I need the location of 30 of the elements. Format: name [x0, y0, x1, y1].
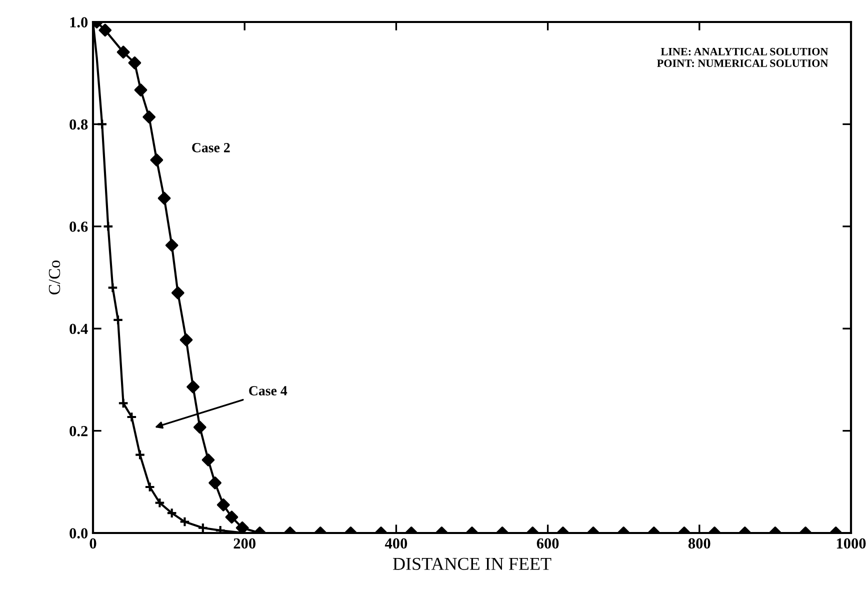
text: Case 2 [192, 143, 230, 152]
point [150, 154, 164, 166]
point [171, 286, 184, 300]
point [116, 46, 130, 59]
point [96, 118, 108, 130]
point [112, 314, 124, 326]
annotation: LINE: ANALYTICAL SOLUTION POINT: NUMERICAL SOLUTION [657, 48, 828, 68]
point [180, 333, 193, 346]
point [98, 24, 112, 37]
point [134, 84, 148, 96]
point [107, 282, 118, 294]
x-tick-label: 200 [234, 538, 256, 549]
y-tick-label: 0.2 [70, 426, 88, 436]
x-tick-label: 0 [90, 538, 96, 549]
y-tick-label: 0.0 [70, 528, 88, 539]
x-axis-title: DISTANCE IN FEET [393, 558, 552, 570]
x-tick-label: 600 [536, 538, 559, 549]
y-axis-title: C/Co [48, 260, 60, 294]
x-tick-label: 1000 [836, 538, 866, 549]
x-tick-label: 800 [688, 538, 710, 549]
annotation: Case 4 [249, 386, 288, 396]
point [142, 110, 156, 124]
x-tick-label: 400 [384, 538, 408, 549]
point [128, 56, 142, 70]
y-tick-label: 0.6 [70, 222, 88, 232]
y-tick-label: 0.8 [70, 119, 88, 130]
y-tick-label: 1.0 [70, 17, 88, 28]
y-tick-label: 0.4 [70, 324, 88, 334]
point [165, 238, 178, 252]
point [158, 192, 171, 205]
